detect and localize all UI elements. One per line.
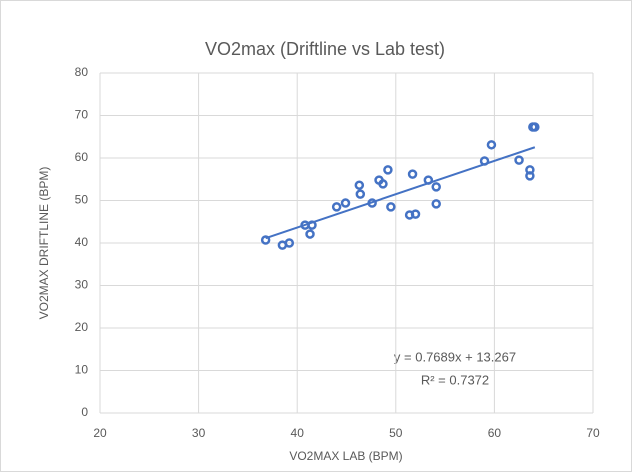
trendline-r-squared: R² = 0.7372 [421,372,489,387]
data-point [386,202,396,212]
x-tick-label: 70 [586,426,600,440]
data-point [367,198,377,208]
data-point [260,235,271,245]
data-point [514,155,524,165]
data-point [378,179,388,189]
y-tick-label: 20 [75,320,89,334]
y-tick-label: 10 [75,363,89,377]
chart-title: VO2max (Driftline vs Lab test) [205,39,445,59]
trendline-equation: y = 0.7689x + 13.267 [394,349,516,364]
data-point [525,171,535,181]
data-point [407,169,418,179]
data-point [431,182,441,192]
x-axis-label: VO2MAX LAB (BPM) [289,449,402,463]
data-point [355,189,366,199]
x-tick-label: 60 [488,426,502,440]
data-point [410,209,421,219]
y-axis-label: VO2MAX DRIFTLINE (BPM) [37,167,51,320]
y-tick-label: 60 [75,150,89,164]
data-point [354,180,365,190]
data-point [307,220,317,230]
y-tick-label: 0 [81,405,88,419]
y-tick-label: 80 [75,65,89,79]
data-point [383,165,393,175]
data-point [284,238,295,248]
y-tick-label: 50 [75,193,89,207]
data-point [423,175,434,185]
y-tick-label: 30 [75,278,89,292]
data-point [486,140,497,150]
y-tick-label: 70 [75,108,89,122]
data-point [305,229,315,239]
data-point [340,198,351,208]
data-point [479,156,490,166]
x-tick-label: 20 [93,426,107,440]
data-point [530,122,540,132]
data-point [431,199,441,209]
x-tick-label: 30 [192,426,206,440]
x-tick-label: 40 [291,426,305,440]
x-tick-label: 50 [389,426,403,440]
data-point [331,202,342,212]
y-tick-label: 40 [75,235,89,249]
